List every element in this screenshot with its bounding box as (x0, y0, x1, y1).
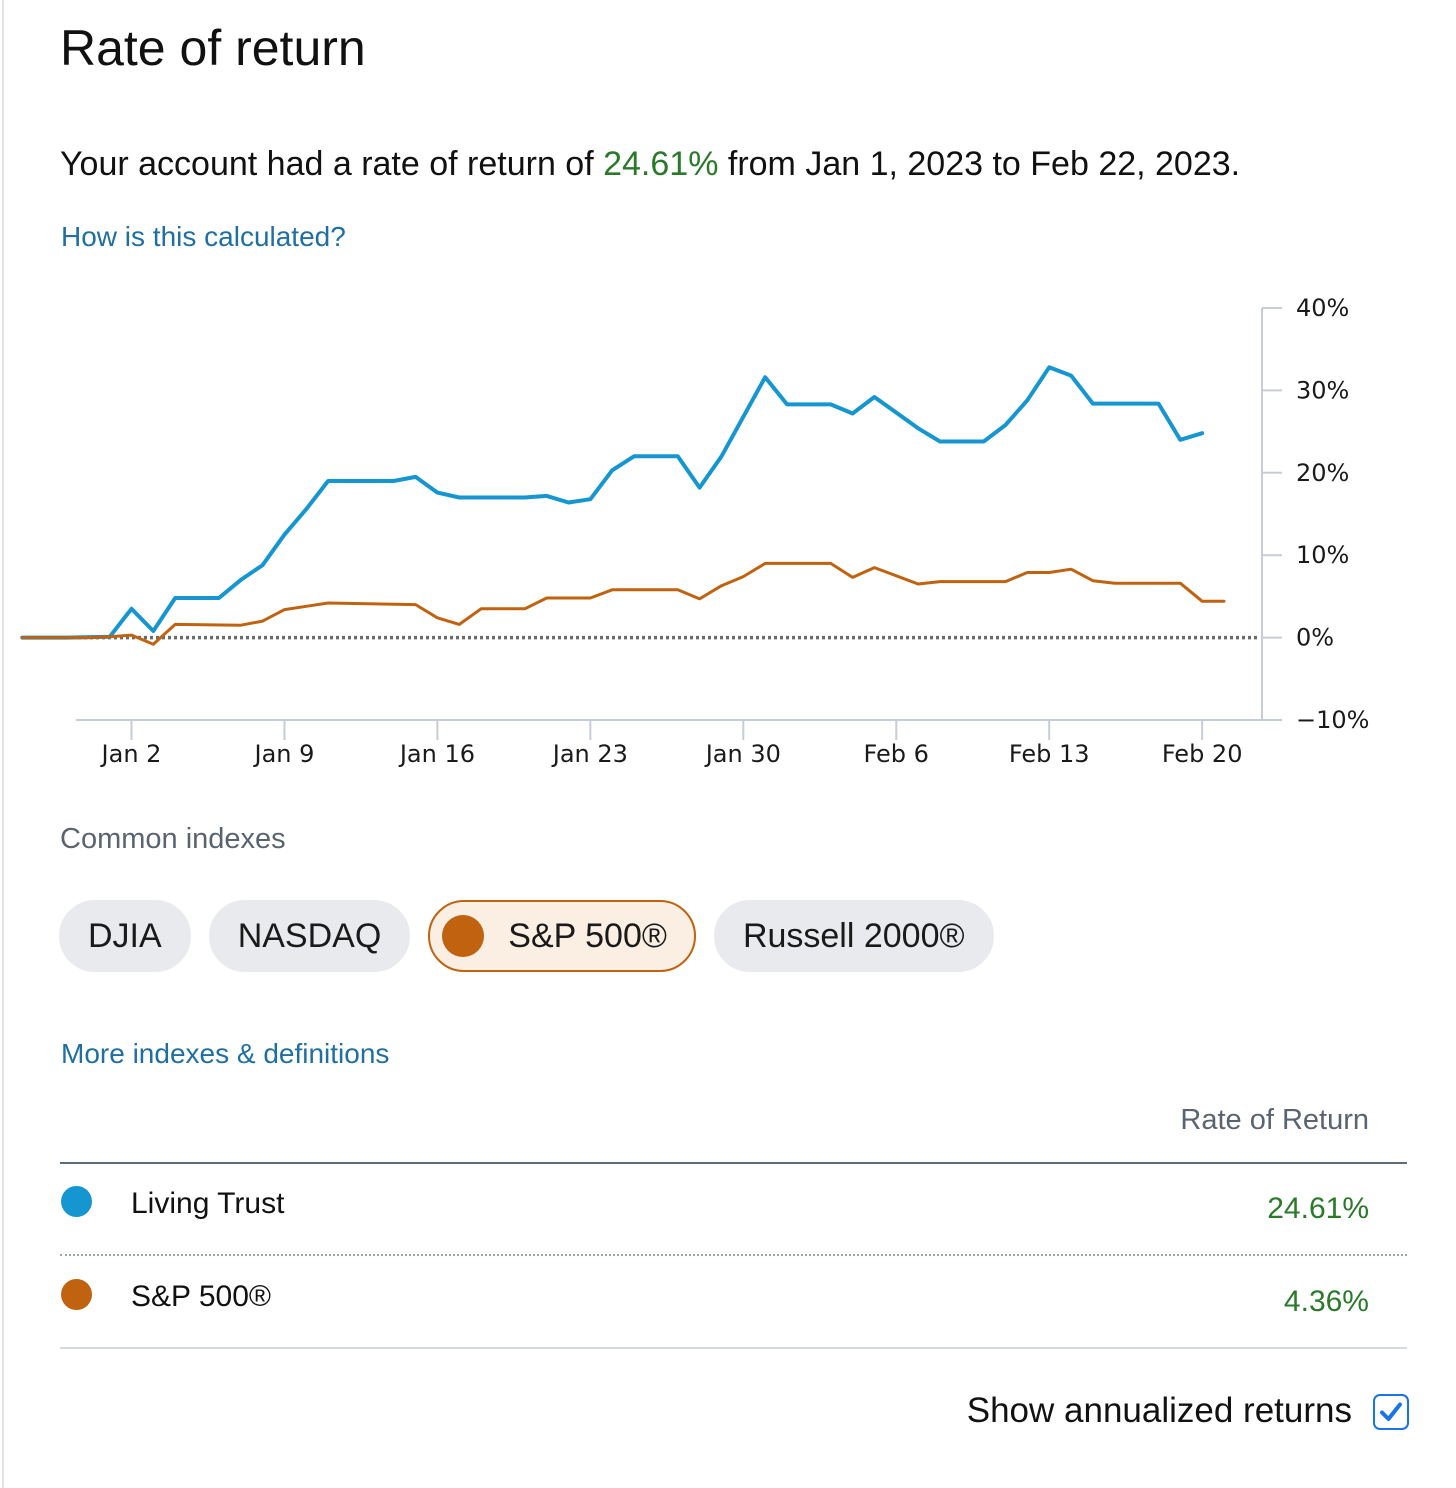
table-row-divider (60, 1254, 1407, 1256)
series-line-sp500 (20, 561, 1226, 646)
annualized-returns-checkbox[interactable] (1373, 1394, 1409, 1430)
index-selector: DJIA NASDAQ S&P 500® Russell 2000® (59, 900, 994, 972)
checkmark-icon (1380, 1402, 1402, 1421)
table-row-name: Living Trust (131, 1187, 285, 1220)
table-bottom-divider (60, 1347, 1407, 1349)
y-tick-label: −10% (1296, 706, 1369, 734)
page-title: Rate of return (60, 20, 366, 76)
x-tick-label: Jan 9 (252, 740, 314, 768)
rate-of-return-chart: 40% 30% 20% 10% 0% −10% Jan 2 Jan 9 Jan 16 Jan 23… (20, 294, 1369, 768)
y-tick-label: 20% (1296, 459, 1349, 487)
summary-prefix: Your account had a rate of return of (60, 145, 604, 183)
index-pill-djia[interactable]: DJIA (59, 900, 191, 972)
table-header-divider (60, 1162, 1407, 1164)
y-tick-label: 10% (1296, 541, 1349, 569)
index-pill-label: DJIA (88, 916, 162, 955)
y-tick-label: 40% (1296, 294, 1349, 322)
index-pill-russell-2000[interactable]: Russell 2000® (713, 900, 994, 972)
index-pill-sp500[interactable]: S&P 500® (428, 900, 696, 972)
x-tick-label: Jan 30 (704, 740, 781, 768)
how-calculated-link[interactable]: How is this calculated? (61, 221, 346, 252)
y-tick-label: 30% (1296, 376, 1349, 404)
x-tick-label: Feb 6 (864, 740, 929, 768)
table-row-value: 4.36% (1283, 1285, 1369, 1318)
living-trust-color-dot (61, 1186, 92, 1217)
table-row-name: S&P 500® (131, 1280, 271, 1313)
x-tick-label: Jan 23 (551, 740, 628, 768)
more-indexes-link[interactable]: More indexes & definitions (61, 1038, 390, 1069)
rate-of-return-column-header: Rate of Return (1180, 1104, 1369, 1136)
annualized-returns-label: Show annualized returns (966, 1391, 1352, 1430)
sp500-color-dot (442, 915, 485, 957)
index-pill-label: NASDAQ (237, 916, 382, 955)
y-tick-label: 0% (1296, 624, 1334, 652)
index-pill-nasdaq[interactable]: NASDAQ (208, 900, 411, 972)
table-row-value: 24.61% (1267, 1192, 1369, 1225)
index-pill-label: S&P 500® (508, 916, 667, 955)
x-tick-label: Jan 16 (398, 740, 475, 768)
index-pill-label: Russell 2000® (742, 916, 965, 955)
x-tick-label: Feb 13 (1009, 740, 1090, 768)
series-line-living-trust (20, 365, 1205, 640)
left-border (2, 0, 4, 1488)
summary-text: Your account had a rate of return of 24.… (60, 142, 1240, 186)
summary-return-value: 24.61% (603, 145, 719, 183)
sp500-row-color-dot (61, 1279, 92, 1310)
summary-suffix: from Jan 1, 2023 to Feb 22, 2023. (718, 145, 1241, 183)
common-indexes-label: Common indexes (60, 823, 286, 855)
x-tick-label: Feb 20 (1162, 740, 1243, 768)
x-tick-label: Jan 2 (100, 740, 162, 768)
